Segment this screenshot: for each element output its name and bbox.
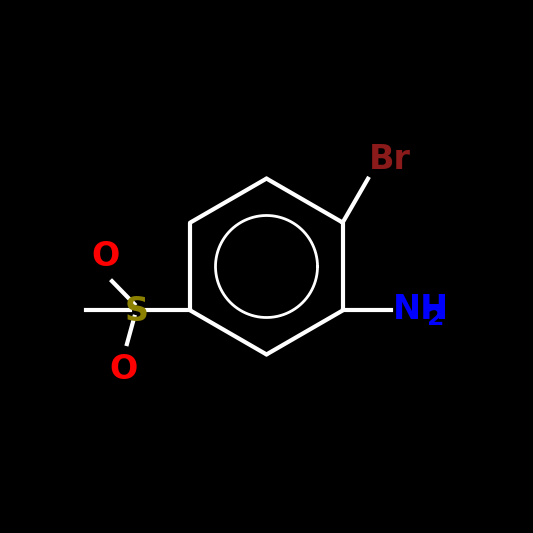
Text: NH: NH — [393, 293, 449, 326]
Text: O: O — [91, 240, 119, 273]
Text: S: S — [125, 295, 149, 328]
Text: Br: Br — [369, 143, 411, 176]
Text: O: O — [110, 353, 138, 386]
Text: 2: 2 — [427, 306, 444, 330]
